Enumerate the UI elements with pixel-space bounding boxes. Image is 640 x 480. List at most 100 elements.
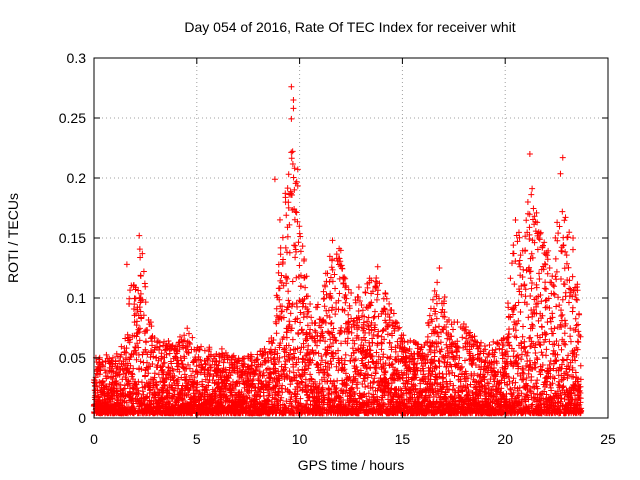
data-point xyxy=(364,371,371,378)
data-point xyxy=(360,334,367,341)
data-point xyxy=(151,370,158,377)
data-point xyxy=(303,273,310,280)
data-point xyxy=(165,364,172,371)
data-point xyxy=(288,403,295,410)
data-point xyxy=(109,393,116,400)
data-point xyxy=(133,356,140,363)
data-point xyxy=(314,304,321,311)
data-point xyxy=(300,356,307,363)
data-point xyxy=(130,365,137,372)
data-point xyxy=(303,350,310,357)
data-point xyxy=(176,346,183,353)
data-point xyxy=(93,383,100,390)
data-point xyxy=(279,308,286,315)
data-point xyxy=(202,360,209,367)
data-point xyxy=(352,375,359,382)
data-point xyxy=(304,322,311,329)
data-point xyxy=(372,370,379,377)
data-point xyxy=(288,325,295,332)
data-point xyxy=(121,385,128,392)
data-point xyxy=(96,359,103,366)
data-point xyxy=(282,273,289,280)
data-point xyxy=(312,319,319,326)
data-point xyxy=(348,290,355,297)
data-point xyxy=(292,242,299,249)
data-point xyxy=(322,338,329,345)
data-point xyxy=(319,317,326,324)
data-point xyxy=(153,382,160,389)
data-point xyxy=(166,350,173,357)
data-point xyxy=(309,357,316,364)
data-point xyxy=(317,361,324,368)
data-point xyxy=(353,364,360,371)
data-point xyxy=(344,340,351,347)
data-point xyxy=(302,284,309,291)
data-point xyxy=(304,335,311,342)
data-point xyxy=(161,359,168,366)
data-point xyxy=(147,354,154,361)
data-point xyxy=(395,353,402,360)
data-point xyxy=(375,332,382,339)
data-point xyxy=(321,295,328,302)
data-point xyxy=(276,216,283,223)
data-point xyxy=(326,278,333,285)
data-point xyxy=(175,363,182,370)
data-point xyxy=(321,374,328,381)
data-point xyxy=(284,185,291,192)
data-point xyxy=(280,282,287,289)
data-point xyxy=(322,283,329,290)
data-point xyxy=(332,311,339,318)
data-point xyxy=(294,380,301,387)
data-point xyxy=(247,373,254,380)
data-point xyxy=(186,339,193,346)
data-point xyxy=(371,375,378,382)
data-point xyxy=(305,365,312,372)
data-point xyxy=(399,375,406,382)
data-point xyxy=(289,278,296,285)
data-point xyxy=(336,394,343,401)
data-point xyxy=(354,379,361,386)
data-point xyxy=(368,372,375,379)
data-point xyxy=(335,347,342,354)
data-point xyxy=(275,269,282,276)
data-point xyxy=(186,376,193,383)
data-point xyxy=(385,321,392,328)
data-point xyxy=(148,397,155,404)
data-point xyxy=(364,284,371,291)
data-point xyxy=(114,363,121,370)
data-point xyxy=(368,319,375,326)
data-point xyxy=(265,392,272,399)
data-point xyxy=(238,389,245,396)
data-point xyxy=(256,393,263,400)
data-point xyxy=(137,297,144,304)
data-point xyxy=(337,247,344,254)
data-point xyxy=(156,346,163,353)
data-point xyxy=(245,366,252,373)
data-point xyxy=(318,353,325,360)
data-point xyxy=(103,351,110,358)
data-point xyxy=(288,115,295,122)
data-point xyxy=(292,254,299,261)
data-point xyxy=(297,272,304,279)
data-point xyxy=(301,371,308,378)
data-point xyxy=(183,373,190,380)
data-point xyxy=(137,358,144,365)
data-point xyxy=(134,329,141,336)
data-point xyxy=(342,292,349,299)
data-point xyxy=(378,346,385,353)
data-point xyxy=(271,351,278,358)
data-point xyxy=(138,366,145,373)
data-point xyxy=(104,373,111,380)
data-point xyxy=(343,282,350,289)
data-point xyxy=(291,390,298,397)
data-point xyxy=(283,212,290,219)
data-point xyxy=(319,387,326,394)
data-point xyxy=(100,363,107,370)
data-point xyxy=(201,369,208,376)
data-point xyxy=(360,391,367,398)
data-point xyxy=(380,351,387,358)
data-point xyxy=(312,339,319,346)
data-point xyxy=(295,330,302,337)
data-point xyxy=(236,357,243,364)
data-point xyxy=(177,333,184,340)
